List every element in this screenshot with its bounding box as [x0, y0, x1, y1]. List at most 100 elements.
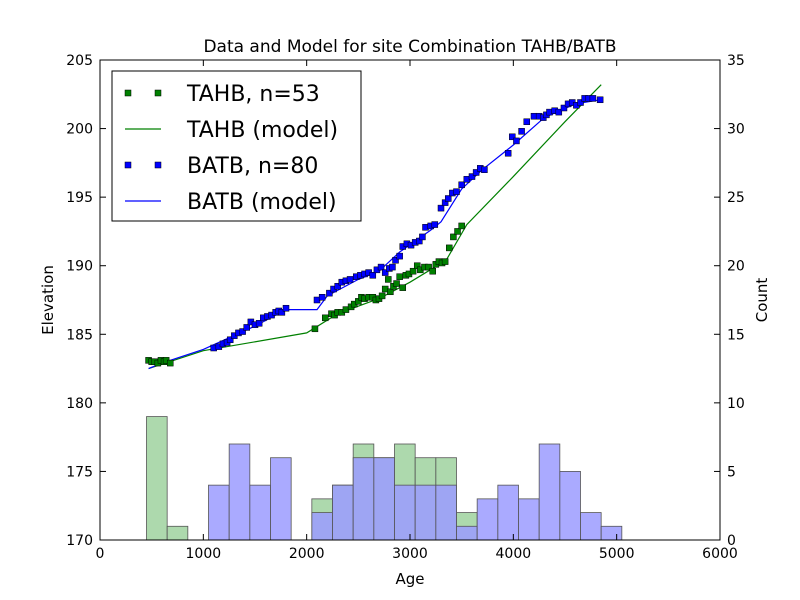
data-point: [454, 228, 461, 235]
histogram-bar: [208, 484, 230, 541]
axis-layer: 0 1000 2000 3000 4000 5000 6000170175180185190…: [66, 53, 745, 562]
histogram-bar: [146, 416, 168, 541]
data-point: [504, 150, 512, 157]
histogram-bar: [373, 457, 395, 541]
y-tick-label: 185: [66, 327, 93, 343]
y-tick-label: 205: [66, 53, 93, 69]
y2-tick-label: 15: [727, 327, 745, 343]
x-tick-label: 5000: [599, 546, 635, 562]
y-tick-label: 190: [66, 259, 93, 275]
y-tick-label: 195: [66, 190, 93, 206]
y-axis-label: Elevation: [39, 265, 57, 335]
data-point: [392, 256, 399, 264]
data-point: [377, 263, 385, 271]
x-tick-label: 4000: [496, 546, 532, 562]
data-point: [389, 263, 396, 271]
data-point: [396, 252, 403, 260]
data-point: [577, 99, 584, 106]
legend-label: TAHB, n=53: [186, 82, 320, 107]
legend-label: BATB (model): [187, 190, 337, 215]
data-point: [369, 272, 377, 279]
data-point: [311, 325, 319, 333]
data-point: [399, 284, 407, 291]
data-point: [429, 267, 436, 275]
y-tick-label: 200: [66, 122, 93, 138]
data-point: [243, 324, 250, 331]
histogram-bar: [538, 443, 561, 541]
histogram-bar: [166, 525, 189, 541]
data-point: [444, 195, 452, 202]
data-point: [167, 359, 174, 367]
y-tick-label: 175: [66, 464, 93, 480]
data-point: [326, 289, 333, 297]
data-point: [453, 188, 460, 195]
x-tick-label: 0: [96, 546, 105, 562]
data-point: [431, 221, 439, 228]
legend-marker: [124, 161, 132, 169]
data-point: [513, 137, 520, 145]
data-point: [441, 258, 449, 265]
data-point: [458, 222, 465, 230]
histogram-layer: [146, 416, 623, 541]
data-point: [226, 336, 234, 344]
data-point: [346, 276, 354, 283]
y2-axis-label: Count: [753, 278, 771, 323]
data-point: [278, 309, 286, 316]
data-point: [437, 204, 445, 212]
legend: TAHB, n=53 TAHB (model) BATB, n=80 BATB (mo…: [111, 70, 362, 222]
data-point: [468, 173, 476, 180]
chart-title: Data and Model for site Combination TAHB…: [203, 37, 616, 57]
data-point: [523, 118, 531, 125]
legend-marker: [154, 161, 162, 169]
legend-marker: [124, 89, 132, 97]
data-point: [409, 267, 417, 275]
data-point: [518, 128, 525, 135]
data-point: [481, 166, 488, 173]
histogram-bar: [600, 525, 623, 541]
histogram-bar: [435, 484, 457, 541]
histogram-bar: [518, 498, 540, 541]
histogram-bar: [456, 525, 478, 541]
data-point: [381, 269, 389, 276]
data-point: [446, 244, 453, 252]
y-tick-label: 180: [66, 396, 93, 412]
x-tick-label: 6000: [702, 546, 738, 562]
legend-box: [111, 70, 362, 222]
data-point: [450, 233, 457, 241]
histogram-bar: [394, 484, 416, 541]
histogram-bar: [559, 471, 581, 541]
data-point: [560, 104, 568, 112]
x-axis-label: Age: [395, 570, 424, 588]
x-tick-label: 3000: [392, 546, 428, 562]
data-point: [239, 328, 246, 335]
data-point: [509, 133, 516, 141]
data-point: [555, 108, 563, 116]
histogram-bar: [414, 484, 437, 541]
y2-tick-label: 35: [727, 53, 745, 69]
legend-marker: [154, 89, 162, 97]
model-line: [148, 84, 602, 370]
data-point: [387, 288, 394, 296]
data-point: [596, 96, 604, 104]
histogram-bar: [476, 498, 499, 541]
legend-label: TAHB (model): [186, 118, 338, 143]
data-point: [458, 181, 465, 189]
x-tick-label: 1000: [186, 546, 222, 562]
y2-tick-label: 5: [727, 464, 736, 480]
x-tick-label: 2000: [289, 546, 325, 562]
data-point: [393, 280, 400, 287]
data-point: [334, 283, 341, 290]
y2-tick-label: 30: [727, 122, 745, 138]
histogram-bar: [497, 484, 519, 541]
data-point: [589, 95, 597, 102]
data-point: [425, 263, 432, 271]
histogram-bar: [580, 512, 602, 541]
histogram-bar: [249, 484, 271, 541]
data-point: [396, 273, 403, 280]
histogram-bar: [311, 512, 333, 541]
y2-tick-label: 20: [727, 259, 745, 275]
histogram-bar: [352, 457, 375, 541]
data-point: [385, 276, 392, 283]
histogram-bar: [228, 443, 251, 541]
